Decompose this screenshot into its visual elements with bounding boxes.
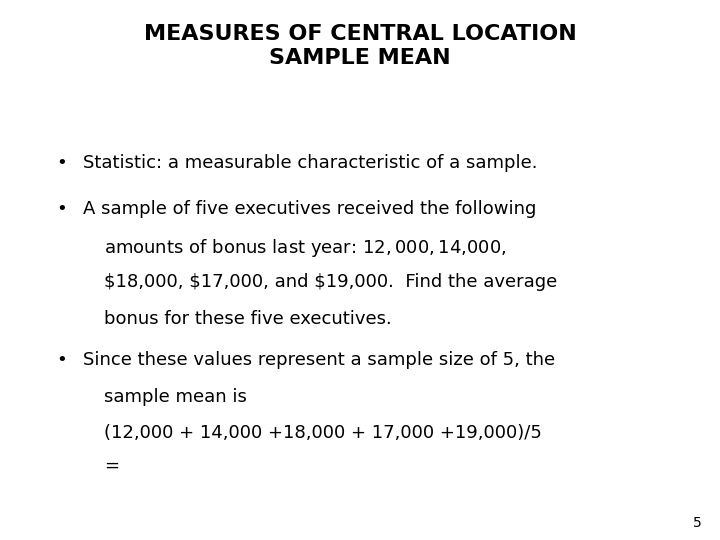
Text: MEASURES OF CENTRAL LOCATION
SAMPLE MEAN: MEASURES OF CENTRAL LOCATION SAMPLE MEAN: [143, 24, 577, 68]
Text: (12,000 + 14,000 +18,000 + 17,000 +19,000)/5: (12,000 + 14,000 +18,000 + 17,000 +19,00…: [104, 424, 542, 442]
Text: sample mean is: sample mean is: [104, 388, 247, 406]
Text: Statistic: a measurable characteristic of a sample.: Statistic: a measurable characteristic o…: [83, 154, 537, 172]
Text: $18,000, $17,000, and $19,000.  Find the average: $18,000, $17,000, and $19,000. Find the …: [104, 273, 558, 291]
Text: A sample of five executives received the following: A sample of five executives received the…: [83, 200, 536, 218]
Text: amounts of bonus last year: $12,000, $14,000,: amounts of bonus last year: $12,000, $14…: [104, 237, 507, 259]
Text: •: •: [56, 351, 66, 369]
Text: =: =: [104, 456, 120, 474]
Text: •: •: [56, 154, 66, 172]
Text: Since these values represent a sample size of 5, the: Since these values represent a sample si…: [83, 351, 555, 369]
Text: 5: 5: [693, 516, 702, 530]
Text: bonus for these five executives.: bonus for these five executives.: [104, 310, 392, 328]
Text: •: •: [56, 200, 66, 218]
